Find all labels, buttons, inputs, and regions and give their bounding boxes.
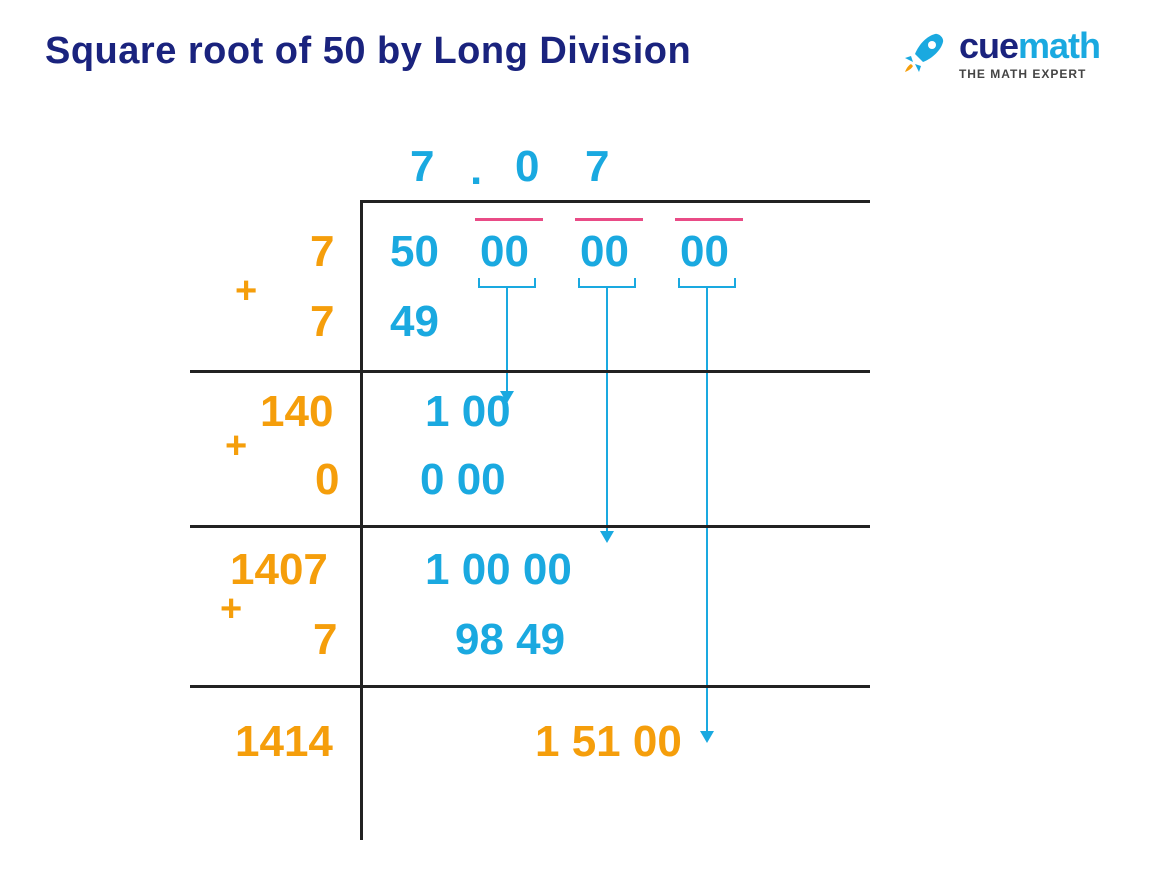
quotient-decimal: . (470, 145, 482, 195)
step3-sub: 98 49 (455, 618, 565, 662)
arrow-1-line (506, 288, 508, 393)
step2-div-top: 140 (260, 390, 333, 434)
overbar-4 (675, 218, 743, 221)
step1-plus: + (235, 270, 257, 313)
step2-sub: 0 00 (420, 458, 506, 502)
dividend-pair-4: 00 (680, 230, 729, 274)
step3-div-bot: 7 (313, 618, 337, 662)
dividend-pair-3: 00 (580, 230, 629, 274)
page-title: Square root of 50 by Long Division (45, 30, 691, 73)
hline-1 (190, 370, 870, 373)
overbar-3 (575, 218, 643, 221)
long-division-diagram: 7 . 0 7 50 00 00 00 7 + 7 49 140 + 0 1 0… (150, 140, 1000, 840)
step1-div-top: 7 (310, 230, 334, 274)
brand-cue: cue (959, 25, 1018, 66)
division-vertical-line (360, 200, 363, 840)
brand-math: math (1018, 25, 1100, 66)
step2-div-bot: 0 (315, 458, 339, 502)
step1-div-bot: 7 (310, 300, 334, 344)
arrow-3-line (706, 288, 708, 733)
brand-tagline: THE MATH EXPERT (959, 68, 1100, 80)
division-top-line (360, 200, 870, 203)
arrow-3-head (700, 731, 714, 743)
quotient-digit-2: 0 (515, 145, 539, 189)
bracket-4 (678, 278, 736, 288)
dividend-pair-1: 50 (390, 230, 439, 274)
brand-logo: cuemath THE MATH EXPERT (897, 28, 1100, 80)
step4-rem: 1 51 00 (535, 720, 682, 764)
step1-sub: 49 (390, 300, 439, 344)
arrow-2-head (600, 531, 614, 543)
step4-div: 1414 (235, 720, 333, 764)
bracket-2 (478, 278, 536, 288)
step2-rem: 1 00 (425, 390, 511, 434)
step3-plus: + (220, 588, 242, 631)
step2-plus: + (225, 425, 247, 468)
brand-name: cuemath (959, 28, 1100, 64)
overbar-2 (475, 218, 543, 221)
bracket-3 (578, 278, 636, 288)
quotient-digit-1: 7 (410, 145, 434, 189)
step3-rem: 1 00 00 (425, 548, 572, 592)
arrow-2-line (606, 288, 608, 533)
dividend-pair-2: 00 (480, 230, 529, 274)
rocket-icon (897, 28, 949, 80)
hline-3 (190, 685, 870, 688)
step3-div-top: 1407 (230, 548, 328, 592)
quotient-digit-3: 7 (585, 145, 609, 189)
hline-2 (190, 525, 870, 528)
